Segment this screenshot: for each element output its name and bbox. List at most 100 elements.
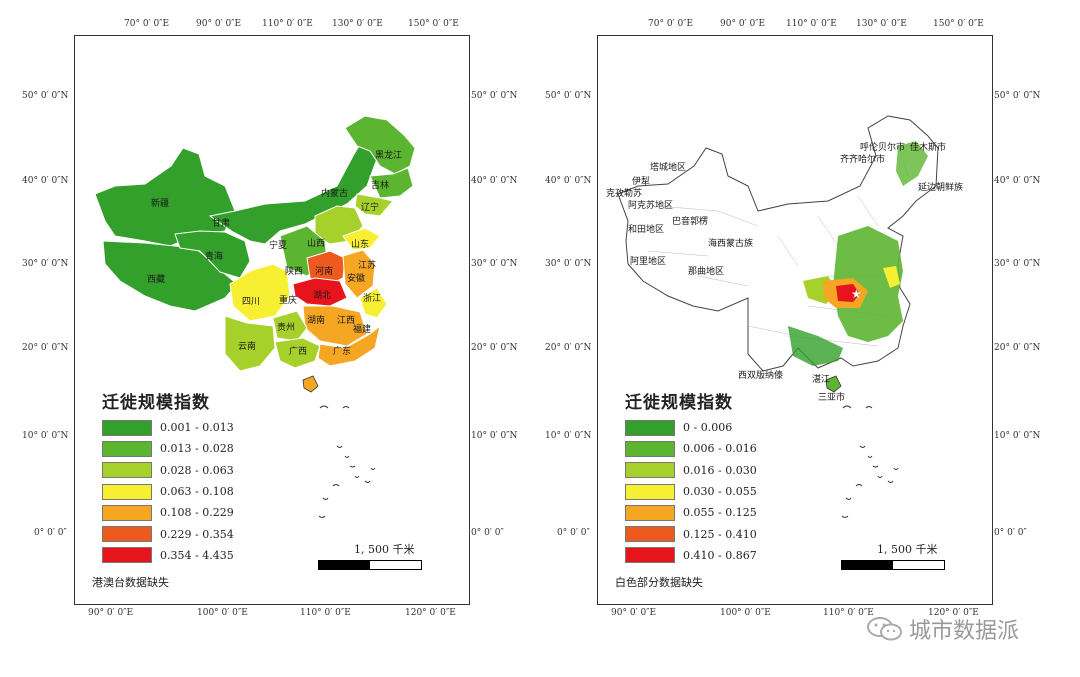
region-sichuan: [229, 263, 291, 322]
legend-label: 0.354 - 4.435: [160, 548, 234, 562]
legend-item: 0.016 - 0.030: [625, 460, 757, 481]
region-hunan-jiangxi: [302, 305, 368, 347]
scale-bar-graphic: [841, 560, 945, 570]
legend-swatch: [625, 504, 675, 521]
lat-tick: 0° 0′ 0″: [34, 528, 67, 538]
region-anhui-jiangsu: [342, 249, 376, 299]
svg-text:★: ★: [851, 287, 862, 301]
legend-swatch: [625, 547, 675, 564]
lon-tick-bottom: 100° 0′ 0″E: [197, 608, 248, 618]
lon-tick-top: 90° 0′ 0″E: [720, 19, 766, 29]
lat-tick: 30° 0′ 0″N: [471, 259, 518, 269]
lat-tick: 30° 0′ 0″N: [22, 259, 69, 269]
city-map-panel: ★ 塔城地区 克孜勒苏 伊犁 阿克苏地区 和田地区 阿里地区 那曲地区 巴音郭楞…: [597, 35, 993, 605]
scale-label: 1, 500 千米: [877, 543, 938, 556]
label-tacheng: 塔城地区: [650, 163, 687, 173]
label-jiangsu: 江苏: [358, 261, 377, 271]
lat-tick: 0° 0′ 0″: [994, 528, 1027, 538]
legend-item: 0.125 - 0.410: [625, 523, 757, 544]
region-green-east: [833, 226, 903, 342]
label-sichuan: 四川: [242, 297, 261, 307]
lon-tick-top: 110° 0′ 0″E: [786, 19, 837, 29]
lat-tick: 10° 0′ 0″N: [994, 431, 1041, 441]
label-jiangxi: 江西: [337, 316, 356, 326]
region-guizhou: [272, 310, 308, 342]
region-qinghai: [174, 230, 251, 279]
lat-tick: 10° 0′ 0″N: [22, 431, 69, 441]
lat-tick: 50° 0′ 0″N: [545, 91, 592, 101]
region-henan: [306, 250, 346, 287]
legend-item: 0.030 - 0.055: [625, 481, 757, 502]
lon-tick-top: 70° 0′ 0″E: [648, 19, 694, 29]
label-yanbian: 延边朝鲜族: [918, 183, 964, 193]
south-sea-islands: [841, 405, 899, 518]
region-guangdong-fujian: [317, 324, 381, 367]
lat-tick: 10° 0′ 0″N: [471, 431, 518, 441]
region-hainan: [825, 375, 842, 393]
legend-item: 0.028 - 0.063: [102, 460, 234, 481]
lat-tick: 50° 0′ 0″N: [22, 91, 69, 101]
legend-label: 0.410 - 0.867: [683, 548, 757, 562]
label-guizhou: 贵州: [277, 323, 296, 333]
label-zhejiang: 浙江: [363, 294, 382, 304]
lat-tick: 10° 0′ 0″N: [545, 431, 592, 441]
legend-item: 0.006 - 0.016: [625, 438, 757, 459]
scale-bar-graphic: [318, 560, 422, 570]
label-zhanjiang: 湛江: [812, 375, 831, 385]
label-guangdong: 广东: [333, 347, 352, 357]
label-gansu: 甘肃: [212, 219, 231, 229]
legend-label: 0.013 - 0.028: [160, 442, 234, 456]
lat-tick: 0° 0′ 0″: [471, 528, 504, 538]
label-bayinguoleng: 巴音郭楞: [672, 217, 709, 227]
legend-label: 0.108 - 0.229: [160, 506, 234, 520]
lat-tick: 0° 0′ 0″: [557, 528, 590, 538]
lon-tick-top: 130° 0′ 0″E: [856, 19, 907, 29]
lon-tick-top: 70° 0′ 0″E: [124, 19, 170, 29]
legend-swatch: [102, 483, 152, 500]
legend-label: 0.001 - 0.013: [160, 421, 234, 435]
missing-data-note: 白色部分数据缺失: [615, 576, 703, 589]
legend-swatch: [102, 526, 152, 543]
legend-label: 0.125 - 0.410: [683, 527, 757, 541]
label-shanxi: 山西: [307, 239, 326, 249]
legend-label: 0.028 - 0.063: [160, 463, 234, 477]
legend-right: 迁徙规模指数 0 - 0.006 0.006 - 0.016 0.016 - 0…: [625, 388, 757, 566]
label-akesu: 阿克苏地区: [628, 201, 674, 211]
lat-tick: 40° 0′ 0″N: [545, 176, 592, 186]
region-yunnan: [224, 315, 276, 372]
lat-tick: 20° 0′ 0″N: [545, 343, 592, 353]
region-shandong: [342, 227, 381, 251]
legend-swatch: [625, 462, 675, 479]
city-map: ★: [617, 115, 939, 518]
lon-tick-bottom: 90° 0′ 0″E: [611, 608, 657, 618]
legend-label: 0.006 - 0.016: [683, 442, 757, 456]
region-gansu-neimenggu: [208, 127, 388, 245]
scale-label: 1, 500 千米: [354, 543, 415, 556]
legend-item: 0 - 0.006: [625, 417, 757, 438]
legend-label: 0.055 - 0.125: [683, 506, 757, 520]
label-hetian: 和田地区: [628, 225, 665, 235]
lon-tick-top: 150° 0′ 0″E: [408, 19, 459, 29]
label-xizang: 西藏: [147, 275, 166, 285]
label-jilin: 吉林: [371, 181, 390, 191]
legend-swatch: [102, 504, 152, 521]
lat-tick: 40° 0′ 0″N: [471, 176, 518, 186]
legend-label: 0 - 0.006: [683, 421, 733, 435]
region-hubei: [292, 277, 348, 307]
legend-item: 0.108 - 0.229: [102, 502, 234, 523]
legend-item: 0.410 - 0.867: [625, 545, 757, 566]
label-neimenggu: 内蒙古: [321, 189, 349, 199]
scale-bar: 1, 500 千米: [841, 541, 945, 570]
star-marker: ★: [851, 287, 862, 301]
province-map-panel: 黑龙江 吉林 内蒙古 新疆 甘肃 青海 西藏 四川 云南 山西 陕西 河南 湖北…: [74, 35, 470, 605]
south-sea-islands: [318, 405, 376, 518]
label-qiqihaer: 齐齐哈尔市: [840, 155, 886, 165]
label-fujian: 福建: [353, 325, 372, 335]
lat-tick: 30° 0′ 0″N: [545, 259, 592, 269]
label-sanya: 三亚市: [818, 393, 846, 403]
lon-tick-bottom: 110° 0′ 0″E: [823, 608, 874, 618]
label-xishuangbanna: 西双版纳傣: [738, 371, 784, 381]
scale-bar: 1, 500 千米: [318, 541, 422, 570]
lon-tick-top: 110° 0′ 0″E: [262, 19, 313, 29]
lon-tick-bottom: 120° 0′ 0″E: [928, 608, 979, 618]
